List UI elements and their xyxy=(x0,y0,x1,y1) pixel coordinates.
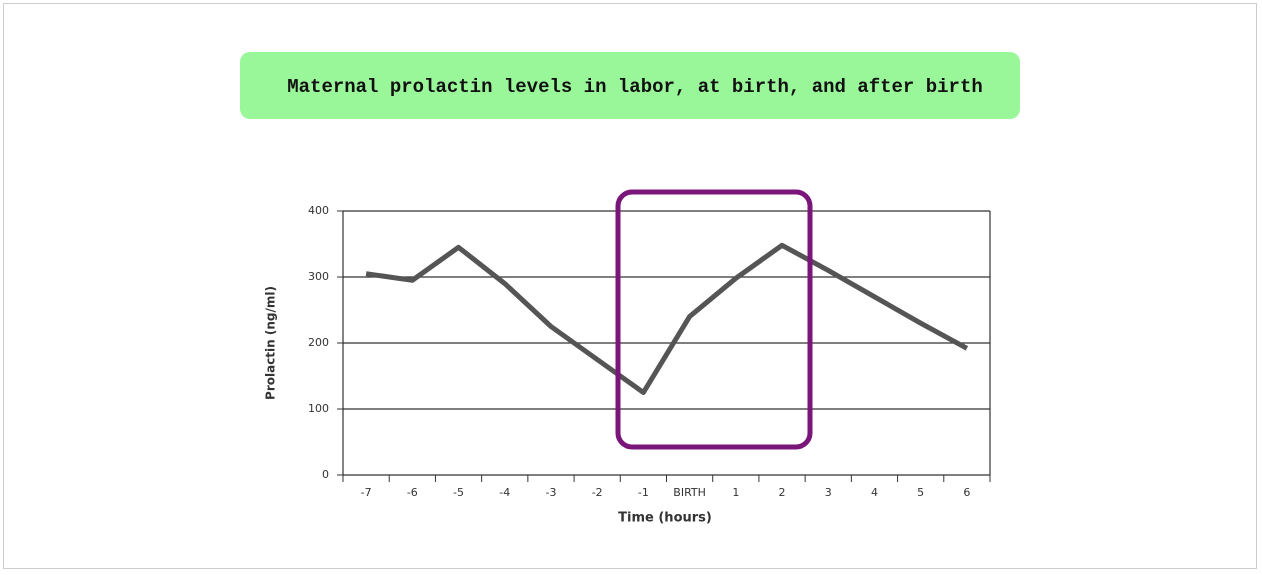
chart-title: Maternal prolactin levels in labor, at b… xyxy=(287,76,983,98)
x-tick-label: -3 xyxy=(545,486,556,499)
y-tick-label: 100 xyxy=(308,402,329,415)
x-tick-label: 3 xyxy=(825,486,832,499)
highlight-box xyxy=(615,189,813,450)
x-axis-label: Time (hours) xyxy=(618,511,712,526)
x-tick-label: BIRTH xyxy=(673,486,706,499)
y-tick-label: 200 xyxy=(308,336,329,349)
x-tick-label: -4 xyxy=(499,486,510,499)
x-tick-label: 5 xyxy=(917,486,924,499)
x-tick-label: -7 xyxy=(361,486,372,499)
x-tick-label: 1 xyxy=(732,486,739,499)
x-tick-label: -6 xyxy=(407,486,418,499)
x-tick-label: 6 xyxy=(963,486,970,499)
x-tick-label: 2 xyxy=(779,486,786,499)
y-tick-label: 400 xyxy=(308,204,329,217)
x-tick-label: -2 xyxy=(592,486,603,499)
y-tick-label: 0 xyxy=(322,468,329,481)
x-tick-label: -5 xyxy=(453,486,464,499)
x-tick-label: -1 xyxy=(638,486,649,499)
x-tick-label: 4 xyxy=(871,486,878,499)
y-axis-label: Prolactin (ng/ml) xyxy=(264,286,278,400)
data-line xyxy=(365,242,969,395)
y-tick-label: 300 xyxy=(308,270,329,283)
title-box xyxy=(240,52,1020,119)
